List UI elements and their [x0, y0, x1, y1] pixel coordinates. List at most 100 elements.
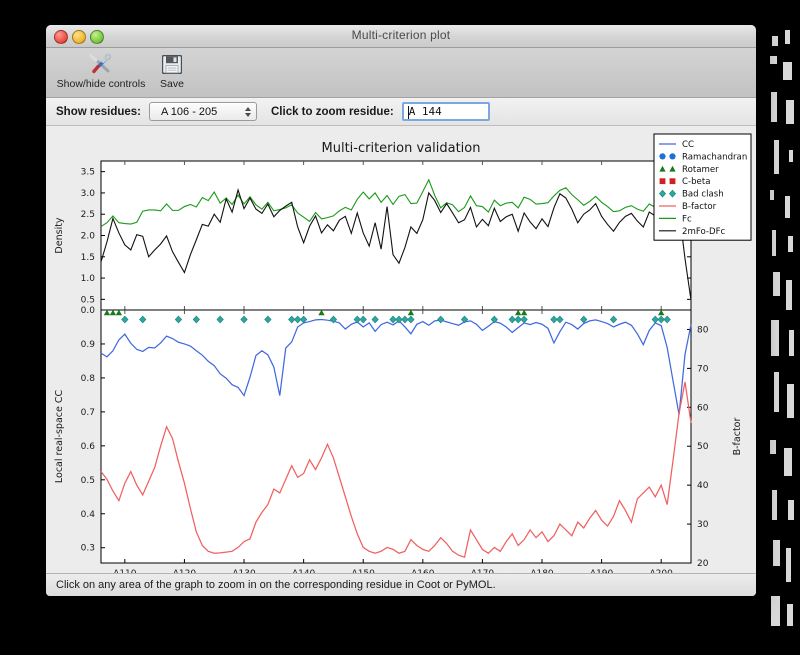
marker-bad-clash[interactable]	[174, 315, 183, 324]
legend-label: CC	[682, 140, 694, 150]
marker-bad-clash[interactable]	[294, 315, 302, 324]
residue-range-select[interactable]: A 106 - 205	[149, 102, 257, 121]
zoom-residue-label: Click to zoom residue:	[271, 105, 394, 118]
cc-ytick-label: 0.4	[81, 510, 96, 520]
marker-bad-clash[interactable]	[389, 315, 397, 324]
save-button[interactable]: Save	[144, 48, 200, 90]
marker-bad-clash[interactable]	[651, 315, 659, 324]
desktop-artifact	[784, 448, 792, 476]
desktop-artifact	[786, 280, 792, 310]
zoom-residue-input[interactable]: A 144	[401, 102, 490, 121]
marker-bad-clash[interactable]	[192, 315, 200, 324]
desktop-artifact	[770, 440, 776, 454]
marker-bad-clash[interactable]	[663, 315, 671, 324]
desktop-artifact	[783, 62, 792, 80]
marker-rotamer[interactable]	[658, 309, 665, 316]
cc-ytick-label: 0.3	[81, 544, 95, 554]
marker-bad-clash[interactable]	[353, 315, 361, 324]
marker-bad-clash[interactable]	[395, 315, 403, 324]
marker-bad-clash[interactable]	[329, 315, 338, 324]
desktop-artifact	[774, 140, 779, 174]
density-ytick-label: 1.0	[81, 274, 96, 284]
marker-bad-clash[interactable]	[139, 315, 147, 324]
desktop-artifact	[788, 236, 793, 252]
series-cc	[100, 318, 692, 415]
bfactor-axis-label: B-factor	[732, 418, 743, 456]
marker-bad-clash[interactable]	[371, 315, 379, 324]
cc-bfactor-panel: 0.3 0.4 0.5 0.6 0.7 0.8 0.9 0.0 20 30 40 50 60 70 80 A1…	[54, 306, 743, 573]
residue-xtick-label: A150	[352, 569, 376, 573]
minimize-button[interactable]	[72, 30, 86, 44]
marker-bad-clash[interactable]	[401, 315, 409, 324]
marker-rotamer[interactable]	[407, 309, 415, 316]
marker-bad-clash[interactable]	[460, 315, 469, 324]
marker-bad-clash[interactable]	[490, 315, 498, 324]
density-ytick-label: 2.0	[81, 232, 96, 242]
toolbar: Show/hide controls Save	[46, 48, 756, 98]
marker-bad-clash[interactable]	[264, 315, 272, 324]
residue-xtick-label: A190	[590, 569, 614, 573]
title-bar[interactable]: Multi-criterion plot	[46, 25, 756, 48]
status-bar: Click on any area of the graph to zoom i…	[46, 573, 756, 596]
marker-rotamer[interactable]	[103, 309, 111, 316]
residue-xtick-label: A200	[650, 569, 674, 573]
marker-rotamer[interactable]	[318, 309, 325, 316]
desktop-artifact	[772, 36, 778, 46]
residue-xtick-label: A140	[292, 569, 316, 573]
legend-label: Bad clash	[682, 190, 724, 200]
marker-bad-clash[interactable]	[121, 315, 129, 324]
density-ytick-label: 3.5	[81, 168, 95, 178]
residue-xtick-label: A120	[173, 569, 197, 573]
chevron-up-icon	[244, 106, 251, 111]
desktop-artifact	[773, 540, 780, 566]
stepper-arrows-icon[interactable]	[242, 104, 253, 119]
marker-bad-clash[interactable]	[300, 315, 308, 324]
bfactor-ytick-label: 30	[697, 520, 709, 530]
residue-xtick-label: A110	[113, 569, 137, 573]
zoom-button[interactable]	[90, 30, 104, 44]
bfactor-ytick-label: 80	[697, 325, 709, 335]
multi-criterion-chart[interactable]: Multi-criterion validation 0.5 1.0 1.5 2.0 2…	[46, 126, 756, 573]
close-button[interactable]	[54, 30, 68, 44]
legend-label: Rotamer	[682, 165, 719, 175]
show-hide-controls-button[interactable]: Show/hide controls	[57, 48, 145, 90]
window-controls	[54, 30, 104, 44]
marker-rotamer[interactable]	[109, 309, 117, 316]
show-residues-label: Show residues:	[56, 105, 141, 118]
series-2mfo-dfc	[100, 187, 692, 301]
legend-label: C-beta	[682, 177, 710, 187]
marker-bad-clash[interactable]	[407, 315, 415, 324]
marker-bad-clash[interactable]	[288, 315, 296, 324]
marker-bad-clash[interactable]	[240, 315, 248, 324]
desktop-artifact	[789, 330, 794, 356]
marker-bad-clash[interactable]	[520, 315, 528, 324]
tools-icon	[87, 51, 115, 77]
application-window: Multi-criterion plot Show/hide controls	[45, 24, 757, 597]
plot-canvas[interactable]: Multi-criterion validation 0.5 1.0 1.5 2.0 2…	[46, 126, 756, 573]
marker-bad-clash[interactable]	[580, 315, 588, 324]
marker-bad-clash[interactable]	[657, 315, 665, 324]
legend-label: B-factor	[682, 202, 717, 212]
marker-rotamer[interactable]	[514, 309, 522, 316]
bfactor-ytick-label: 20	[697, 559, 709, 569]
marker-rotamer[interactable]	[520, 309, 528, 316]
marker-bad-clash[interactable]	[216, 315, 224, 324]
cc-ytick-label: 0.0	[81, 306, 96, 316]
text-caret	[407, 106, 409, 119]
desktop-artifact	[785, 196, 790, 218]
marker-bad-clash[interactable]	[609, 315, 618, 324]
marker-bad-clash[interactable]	[514, 315, 522, 324]
marker-bad-clash[interactable]	[550, 315, 558, 324]
marker-bad-clash[interactable]	[359, 315, 367, 324]
series-fc	[100, 178, 692, 228]
density-ytick-label: 3.0	[81, 189, 96, 199]
marker-bad-clash[interactable]	[437, 315, 445, 324]
marker-bad-clash[interactable]	[556, 315, 564, 324]
bfactor-ytick-label: 40	[697, 481, 709, 491]
cc-ytick-label: 0.9	[81, 340, 96, 350]
marker-bad-clash[interactable]	[508, 315, 516, 324]
desktop-artifact	[786, 100, 794, 124]
marker-rotamer[interactable]	[115, 309, 123, 316]
chevron-down-icon	[244, 112, 251, 117]
series-b-factor	[100, 381, 692, 558]
